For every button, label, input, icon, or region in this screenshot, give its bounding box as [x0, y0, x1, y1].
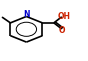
Text: OH: OH	[58, 12, 71, 21]
Text: N: N	[23, 10, 30, 19]
Text: O: O	[59, 26, 65, 35]
